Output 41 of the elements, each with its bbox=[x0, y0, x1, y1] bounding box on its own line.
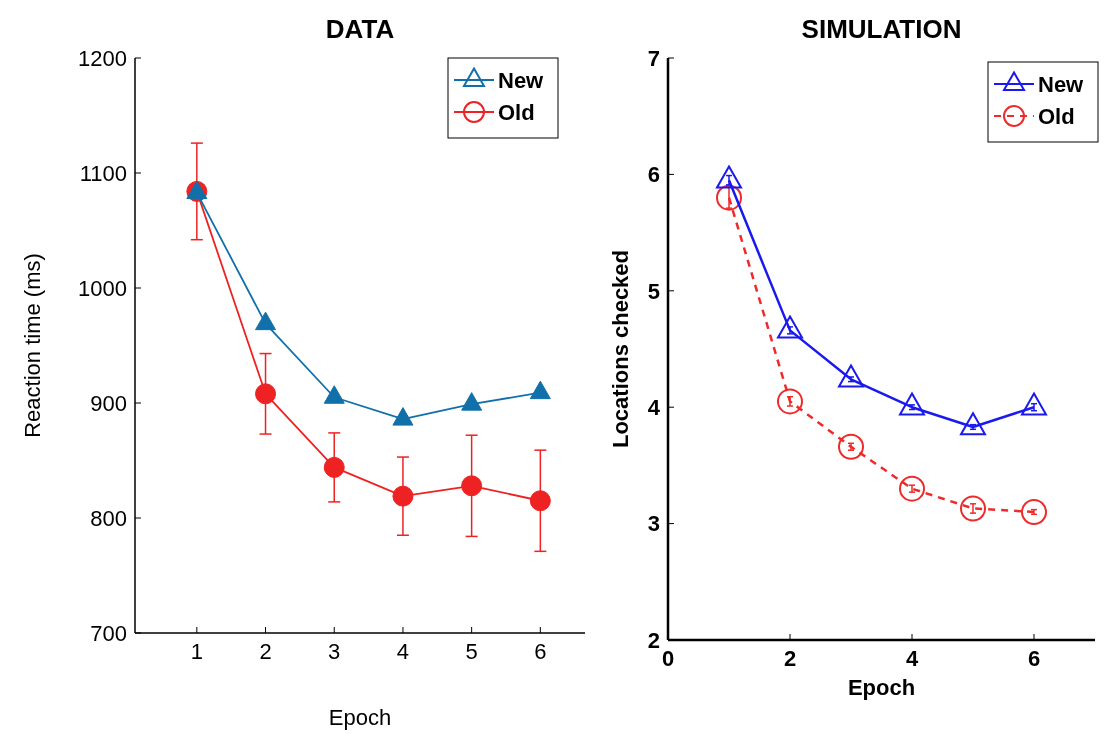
y-tick-label: 3 bbox=[647, 511, 660, 537]
y-tick-label: 1100 bbox=[79, 160, 127, 186]
y-tick-label: 4 bbox=[647, 394, 661, 420]
y-tick-label: 900 bbox=[90, 390, 127, 416]
y-tick-label: 1000 bbox=[78, 275, 127, 301]
point bbox=[461, 475, 483, 497]
y-axis-title: Locations checked bbox=[608, 249, 633, 449]
point bbox=[392, 485, 414, 507]
y-axis-title: Reaction time (ms) bbox=[20, 253, 45, 438]
legend-label: Old bbox=[1038, 103, 1075, 129]
legend-label: New bbox=[498, 67, 545, 93]
legend-label: New bbox=[1038, 71, 1085, 97]
x-tick-label: 6 bbox=[1027, 646, 1041, 671]
x-tick-label: 1 bbox=[190, 639, 203, 664]
y-tick-label: 700 bbox=[90, 620, 127, 646]
x-axis-title: Epoch bbox=[328, 705, 392, 730]
x-tick-label: 5 bbox=[465, 639, 478, 664]
point bbox=[255, 311, 277, 331]
point bbox=[529, 490, 551, 512]
point bbox=[255, 383, 277, 405]
x-axis-title: Epoch bbox=[847, 675, 916, 700]
chart-title: SIMULATION bbox=[801, 14, 962, 44]
y-tick-label: 800 bbox=[90, 505, 127, 531]
y-tick-label: 1200 bbox=[78, 45, 127, 71]
x-tick-label: 2 bbox=[783, 646, 797, 671]
point bbox=[323, 456, 345, 478]
x-tick-label: 4 bbox=[396, 639, 410, 664]
y-tick-label: 5 bbox=[647, 278, 660, 304]
point bbox=[323, 385, 345, 404]
point bbox=[461, 392, 483, 411]
x-tick-label: 4 bbox=[905, 646, 919, 671]
x-tick-label: 3 bbox=[328, 639, 341, 664]
y-tick-label: 6 bbox=[647, 162, 660, 188]
chart-title: DATA bbox=[325, 14, 395, 44]
x-tick-label: 6 bbox=[534, 639, 547, 664]
x-tick-label: 0 bbox=[661, 646, 675, 671]
point bbox=[392, 407, 414, 426]
x-tick-label: 2 bbox=[259, 639, 272, 664]
y-tick-label: 7 bbox=[647, 45, 660, 71]
point bbox=[529, 380, 551, 400]
legend-label: Old bbox=[498, 99, 535, 125]
